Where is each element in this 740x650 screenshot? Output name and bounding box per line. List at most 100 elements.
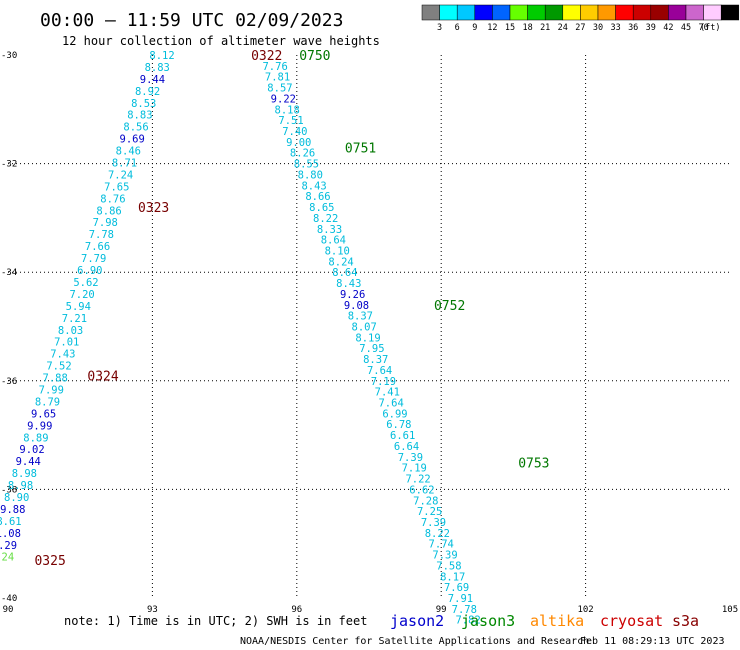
pass-time-label: 0750 (299, 49, 330, 64)
satellite-legend-jason2: jason2 (390, 612, 444, 630)
lat-tick-label: -32 (1, 160, 17, 170)
swh-value: 8.53 (131, 98, 156, 110)
swh-value: 8.92 (135, 86, 160, 98)
swh-value: 7.98 (93, 217, 118, 229)
swh-value: 7.69 (444, 582, 469, 594)
swh-value: 9.08 (344, 300, 369, 312)
colorbar-swatch (632, 4, 652, 21)
satellite-tracks: 8.128.839.448.928.538.838.569.698.468.71… (0, 50, 481, 627)
swh-value: 9.88 (0, 504, 25, 516)
swh-value: 8.17 (440, 571, 465, 583)
lon-tick-label: 93 (147, 605, 158, 615)
credit-left: NOAA/NESDIS Center for Satellite Applica… (240, 636, 589, 647)
swh-value: 7.19 (371, 376, 396, 388)
swh-value: 9.69 (120, 134, 145, 146)
page-title: 00:00 – 11:59 UTC 02/09/2023 (40, 10, 343, 31)
swh-value: 8.46 (116, 146, 141, 158)
swh-value: 8.64 (332, 267, 357, 279)
colorbar-swatch (668, 4, 687, 21)
colorbar-tick-label: 39 (646, 23, 656, 33)
colorbar-swatch (439, 4, 458, 21)
swh-value: 8.56 (123, 122, 148, 134)
swh-value: 8.98 (12, 468, 37, 480)
colorbar-swatch (527, 4, 546, 21)
pass-time-label: 0753 (518, 456, 549, 471)
colorbar-tick-label: 42 (663, 23, 673, 33)
lon-tick-label: 96 (291, 605, 302, 615)
swh-value: 8.37 (363, 354, 388, 366)
satellite-legend-altika: altika (530, 612, 584, 630)
swh-value: 7.41 (375, 387, 400, 399)
colorbar-swatch (703, 4, 722, 21)
swh-value: 7.25 (417, 506, 442, 518)
lat-tick-label: -34 (1, 268, 17, 278)
swh-value: 7.01 (54, 337, 79, 349)
footer-note: note: 1) Time is in UTC; 2) SWH is in fe… (64, 614, 367, 628)
swh-value: 7.64 (367, 365, 392, 377)
swh-value: 7.20 (69, 289, 94, 301)
longitude-ticks: 90 93 96 99 102 105 (3, 605, 739, 615)
latitude-ticks: -30 -32 -34 -36 -38 -40 (1, 51, 17, 604)
page-subtitle: 12 hour collection of altimeter wave hei… (62, 34, 380, 48)
swh-value: 7.21 (62, 313, 87, 325)
swh-value: 8.33 (317, 224, 342, 236)
swh-value: 8.22 (313, 213, 338, 225)
colorbar-tick-label: 3 (437, 23, 442, 33)
colorbar-tick-label: 45 (681, 23, 691, 33)
swh-value: 8.61 (0, 516, 22, 528)
swh-value: 7.79 (81, 253, 106, 265)
swh-value: 7.58 (436, 560, 461, 572)
swh-value: 8.26 (290, 148, 315, 160)
swh-value: 9.44 (16, 456, 41, 468)
lon-tick-label: 102 (577, 605, 593, 615)
pass-time-label: 0325 (34, 554, 65, 569)
swh-value: 8.37 (348, 311, 373, 323)
swh-value: 7.22 (405, 474, 430, 486)
swh-value: 7.40 (282, 126, 307, 138)
swh-value: 9.00 (286, 137, 311, 149)
swh-value: 7.88 (43, 373, 68, 385)
swh-value: 8.43 (336, 278, 361, 290)
colorbar-tick-label: 9 (472, 23, 477, 33)
swh-value: 9.65 (31, 408, 56, 420)
colorbar-tick-label: 36 (628, 23, 638, 33)
satellite-legend-s3a: s3a (672, 612, 699, 630)
colorbar-tick-label: 18 (522, 23, 532, 33)
swh-value: 7.99 (39, 384, 64, 396)
lon-tick-label: 90 (3, 605, 14, 615)
swh-value: 6.61 (390, 430, 415, 442)
colorbar-tick-label: 70 (698, 23, 708, 33)
swh-value: 8.83 (127, 110, 152, 122)
swh-value: 7.81 (265, 72, 290, 84)
swh-value: 10.29 (0, 540, 17, 552)
map-grid (8, 55, 730, 598)
colorbar-tick-label: 27 (575, 23, 585, 33)
colorbar-swatch (562, 4, 581, 21)
swh-value: 9.99 (27, 420, 52, 432)
swh-value: 9.26 (340, 289, 365, 301)
swh-value: 8.79 (35, 396, 60, 408)
swh-value: 7.91 (448, 593, 473, 605)
satellite-legend-jason3: jason3 (461, 612, 515, 630)
swh-value: 7.74 (429, 539, 454, 551)
colorbar-swatch (456, 4, 476, 21)
lat-tick-label: -30 (1, 51, 17, 61)
swh-value: 7.39 (432, 550, 457, 562)
swh-value: 8.43 (301, 180, 326, 192)
swh-value: 9.22 (271, 93, 296, 105)
colorbar-unit: (ft) (700, 23, 720, 33)
colorbar-swatch (650, 4, 669, 21)
swh-value: 8.07 (352, 322, 377, 334)
colorbar-swatch (421, 4, 440, 21)
swh-value: 7.51 (278, 115, 303, 127)
colorbar-tick-label: 33 (610, 23, 620, 33)
swh-value: 8.19 (355, 332, 380, 344)
swh-value: 7.19 (402, 463, 427, 475)
pass-time-labels: 0322 0750 0751 0323 0752 0324 0753 0325 (34, 49, 549, 569)
colorbar-legend: 3 6 9 12 15 18 21 24 27 30 33 36 39 42 45 70 (421, 4, 740, 33)
credit-right: Feb 11 08:29:13 UTC 2023 (580, 636, 725, 647)
pass-time-label: 0752 (434, 299, 465, 314)
swh-value: 7.28 (413, 495, 438, 507)
swh-value: 6.99 (382, 408, 407, 420)
